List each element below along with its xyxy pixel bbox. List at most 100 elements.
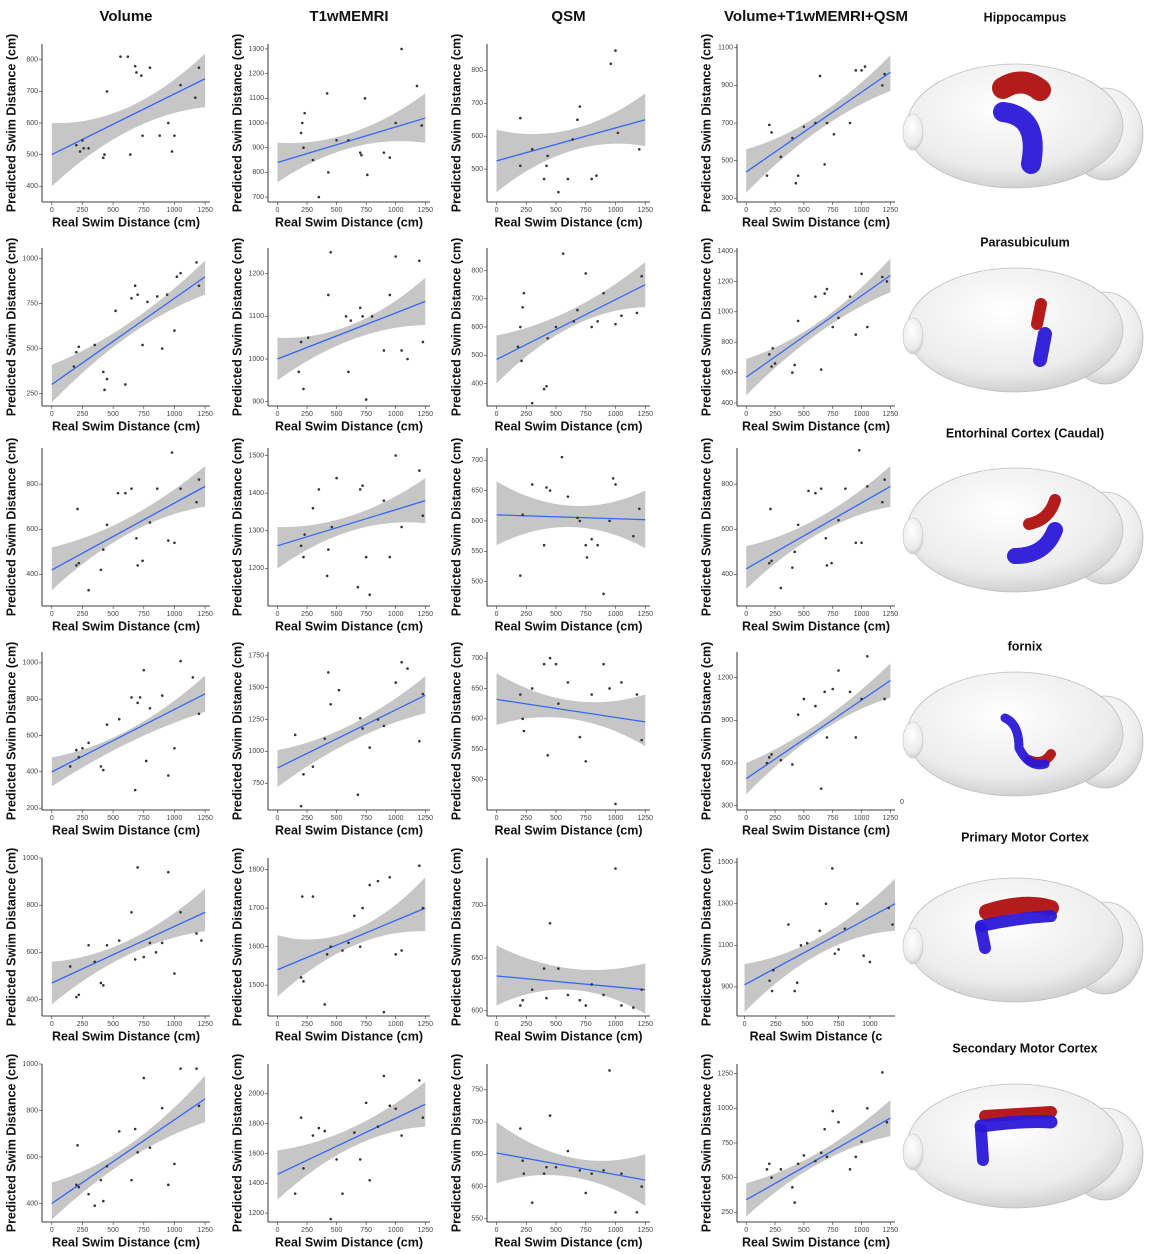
data-point (103, 389, 106, 392)
data-point (119, 55, 122, 58)
data-point (523, 292, 526, 295)
data-point (368, 593, 371, 596)
data-point (860, 273, 863, 276)
data-point (359, 1158, 362, 1161)
data-point (81, 139, 84, 142)
x-axis-title: Real Swim Distance (cm) (52, 1235, 200, 1249)
data-point (106, 523, 109, 526)
data-point (327, 548, 330, 551)
x-tick-label: 250 (77, 611, 89, 618)
x-tick-label: 1250 (197, 411, 213, 418)
data-point (173, 542, 176, 545)
data-point (567, 1150, 570, 1153)
y-tick-label: 700 (471, 655, 483, 662)
panel: 3006009001200025050075010001250Real Swim… (699, 642, 904, 838)
confidence-band (497, 1122, 646, 1206)
x-tick-label: 1000 (608, 1021, 624, 1028)
region-structure (981, 1130, 983, 1160)
x-tick-label: 1000 (608, 815, 624, 822)
data-point (576, 118, 579, 121)
x-tick-label: 250 (520, 1021, 532, 1028)
data-point (394, 1107, 397, 1110)
y-tick-label: 600 (471, 716, 483, 723)
data-point (323, 1130, 326, 1133)
data-point (617, 132, 620, 135)
x-tick-label: 1000 (388, 411, 404, 418)
data-point (303, 533, 306, 536)
data-point (200, 939, 203, 942)
fit-line (277, 501, 425, 546)
data-point (531, 687, 534, 690)
data-point (93, 344, 96, 347)
data-point (854, 542, 857, 545)
data-point (361, 907, 364, 910)
data-point (388, 1104, 391, 1107)
x-tick-label: 1250 (197, 611, 213, 618)
x-tick-label: 500 (331, 1021, 343, 1028)
data-point (521, 1159, 524, 1162)
data-point (770, 560, 773, 563)
data-point (831, 326, 834, 329)
data-point (523, 1172, 526, 1175)
x-tick-label: 750 (827, 1227, 839, 1234)
region-structure (981, 928, 985, 948)
x-tick-label: 750 (360, 1021, 372, 1028)
data-point (312, 507, 315, 510)
data-point (323, 1003, 326, 1006)
x-tick-label: 250 (77, 207, 89, 214)
data-point (584, 760, 587, 763)
y-axis-title: Predicted Swim Distance (cm) (230, 642, 244, 821)
panel: 500550600650700025050075010001250Real Sw… (449, 438, 653, 634)
y-tick-label: 1300 (248, 528, 264, 535)
y-tick-label: 1400 (248, 490, 264, 497)
data-point (614, 483, 617, 486)
data-point (420, 124, 423, 127)
data-point (640, 739, 643, 742)
data-point (602, 292, 605, 295)
data-point (338, 689, 341, 692)
y-tick-label: 800 (26, 902, 38, 909)
data-point (579, 999, 582, 1002)
data-point (590, 326, 593, 329)
data-point (156, 487, 159, 490)
data-point (173, 747, 176, 750)
data-point (141, 134, 144, 137)
data-point (602, 1169, 605, 1172)
y-tick-label: 650 (471, 1151, 483, 1158)
data-point (531, 988, 534, 991)
y-tick-label: 700 (471, 100, 483, 107)
y-tick-label: 200 (26, 805, 38, 812)
data-point (326, 953, 329, 956)
x-axis-title: Real Swim Distance (cm) (742, 823, 890, 837)
confidence-band (277, 93, 425, 182)
x-tick-label: 1000 (388, 611, 404, 618)
data-point (787, 923, 790, 926)
x-tick-label: 1000 (167, 207, 183, 214)
y-tick-label: 1000 (248, 356, 264, 363)
brain-render (903, 268, 1143, 392)
data-point (102, 984, 105, 987)
x-axis-title: Real Swim Distance (cm) (742, 1235, 890, 1249)
data-point (136, 293, 139, 296)
data-point (171, 451, 174, 454)
data-point (590, 1172, 593, 1175)
x-tick-label: 0 (744, 411, 748, 418)
data-point (134, 789, 137, 792)
data-point (155, 951, 158, 954)
x-tick-label: 500 (550, 1227, 562, 1234)
data-point (130, 696, 133, 699)
panel: 90011001300150002505007501000Real Swim D… (699, 848, 895, 1044)
y-tick-label: 1400 (248, 1180, 264, 1187)
x-tick-label: 0 (50, 411, 54, 418)
fit-line (277, 301, 425, 359)
data-point (543, 663, 546, 666)
data-point (192, 676, 195, 679)
y-tick-label: 1200 (248, 270, 264, 277)
y-tick-label: 700 (471, 296, 483, 303)
data-point (571, 138, 574, 141)
y-axis-title: Predicted Swim Distance (cm) (449, 238, 463, 417)
y-tick-label: 1600 (248, 1150, 264, 1157)
x-tick-label: 0 (276, 1021, 280, 1028)
x-tick-label: 1000 (608, 207, 624, 214)
y-tick-label: 1500 (248, 685, 264, 692)
